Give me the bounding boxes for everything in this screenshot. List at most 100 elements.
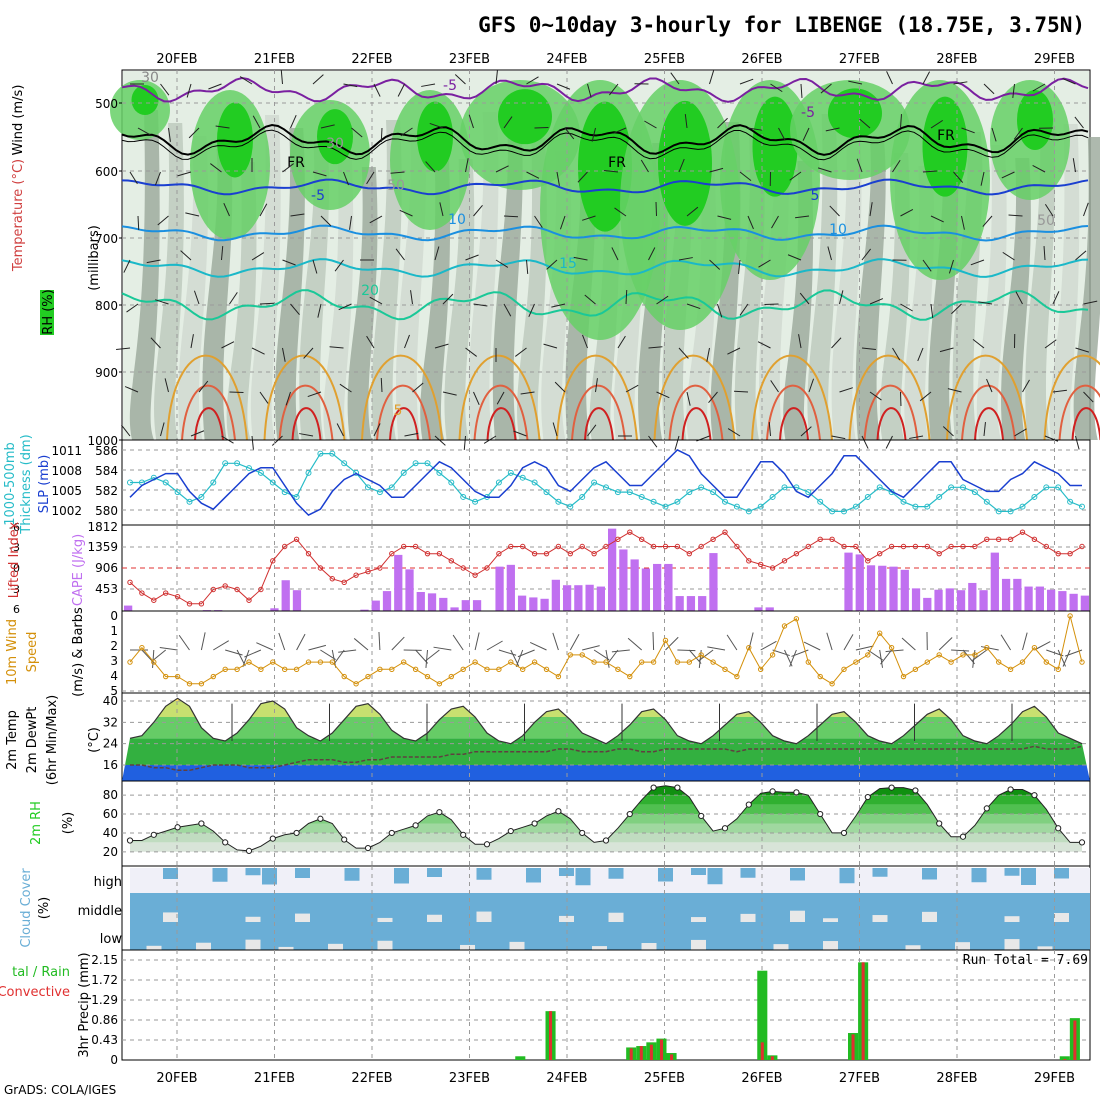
contour-label: 10 (448, 212, 466, 228)
li-point (781, 558, 788, 564)
wind-speed-point (639, 659, 645, 665)
li-point (305, 550, 312, 557)
thickness-point (650, 498, 657, 505)
rh-saturated-region (1017, 90, 1053, 150)
li-point (317, 565, 324, 571)
cloud-high-cell (245, 868, 261, 876)
li-point (793, 550, 800, 557)
li-point (448, 558, 454, 564)
wind-label-2: Speed (25, 632, 40, 673)
wind-barb-10m (569, 634, 580, 651)
cloud-level-middle: middle (78, 904, 122, 919)
thickness-point (1079, 503, 1085, 510)
thickness-point (329, 450, 336, 457)
cloud-gap-cell (245, 939, 261, 950)
thickness-tick: 584 (95, 464, 118, 478)
wind-speed-point (793, 616, 800, 622)
precip-total-bar (757, 970, 768, 1060)
wind-barb (625, 384, 639, 393)
wind-barb-10m (688, 649, 702, 664)
cape-bar (1024, 586, 1033, 611)
thickness-point (960, 484, 966, 491)
wind-barb (185, 212, 200, 217)
wind-barb (674, 435, 680, 450)
cloud-high-cell (559, 868, 574, 876)
wind-barb (559, 215, 566, 230)
cape-bar (934, 589, 943, 611)
thickness-point (1031, 493, 1038, 500)
rh-point (126, 837, 134, 844)
rh-point (602, 837, 610, 844)
wind-barb (1052, 291, 1060, 305)
rh-point (817, 810, 824, 818)
dewpoint-line (130, 745, 1083, 772)
temp-label-1: 2m Temp (5, 710, 20, 770)
wind-barb (771, 215, 779, 229)
wind-barb (390, 171, 405, 174)
wind-barb-10m (256, 642, 274, 651)
wind-barb (329, 346, 344, 349)
wind-speed-point (210, 673, 217, 680)
wind-barb (917, 347, 924, 362)
rh-saturated-region (131, 85, 159, 115)
rh-point (626, 810, 633, 818)
cloud-gap-cell (328, 943, 343, 950)
thickness-label-2: Thickness (dm) (19, 434, 34, 534)
cape-tick: 1812 (87, 520, 118, 534)
thickness-point (567, 503, 574, 510)
wind-barb (861, 347, 876, 350)
wind-barb (930, 215, 944, 223)
wind-barb (625, 289, 628, 305)
wind-speed-point (662, 637, 669, 644)
wind-barb (800, 426, 812, 437)
li-point (1055, 550, 1061, 557)
date-label-top: 27FEB (839, 52, 880, 67)
thickness-point (769, 493, 776, 500)
wind-barb (886, 71, 893, 85)
wind-barb (155, 171, 161, 186)
date-label-bottom: 22FEB (351, 1071, 392, 1086)
wind-barb (951, 303, 962, 315)
contour-label: 10 (829, 222, 847, 238)
cape-bar (506, 564, 515, 611)
pressure-tick: 1000 (87, 434, 118, 448)
cape-bar (956, 590, 966, 611)
wind-barb (648, 435, 658, 448)
warm-contour (181, 384, 236, 441)
wind-barb (465, 158, 469, 173)
wind-speed-point (151, 659, 157, 665)
wind-speed-point (924, 659, 930, 665)
thickness-point (579, 493, 586, 500)
hot-contour (291, 407, 322, 441)
li-point (1079, 543, 1085, 550)
wind-barb-10m (474, 632, 480, 651)
cloud-gap-cell (245, 916, 261, 922)
wind-barb (564, 127, 575, 140)
li-point (151, 597, 157, 603)
wind-barb (961, 215, 965, 230)
wind-barb-10m (296, 633, 306, 651)
wind-barb (770, 83, 783, 93)
contour-label: -5 (801, 105, 815, 121)
wind-speed-point (877, 630, 883, 636)
li-point (174, 593, 181, 600)
rh-point (864, 793, 871, 801)
thickness-tick: 580 (95, 504, 118, 518)
wind-barb (709, 167, 724, 173)
cloud-high-cell (295, 868, 310, 878)
cloud-high-cell (839, 868, 855, 884)
wind-speed-point (1031, 644, 1038, 651)
wind-barb (215, 125, 230, 129)
contour-label: 15 (559, 256, 577, 272)
wind-barb (442, 293, 454, 305)
wind-barb-10m (867, 649, 884, 661)
cape-bar (866, 565, 876, 611)
wind-barb (861, 435, 869, 449)
rh-point (840, 829, 848, 837)
wind-barb (869, 202, 873, 217)
wind-barb (1002, 251, 1015, 261)
rh-point (650, 784, 657, 791)
wind-barb (848, 80, 863, 85)
wind-barb-10m (748, 632, 754, 651)
wind-barb (980, 171, 985, 186)
